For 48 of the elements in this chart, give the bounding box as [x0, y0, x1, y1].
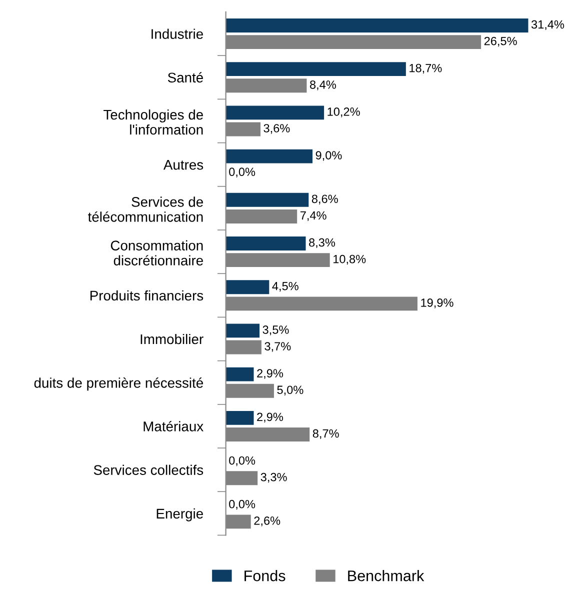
y-tick-label: Produits financiers [90, 290, 204, 301]
data-label: 3,5% [262, 326, 289, 336]
data-label: 8,7% [312, 429, 339, 440]
y-tick-label: Industrie [152, 28, 203, 39]
y-tick-label: Autres [163, 160, 204, 170]
bar [226, 62, 406, 76]
data-label: 4,5% [272, 282, 298, 292]
bar [226, 192, 309, 207]
bar [226, 106, 324, 120]
y-tick-label: Matériaux [144, 421, 204, 432]
bar [226, 324, 260, 338]
y-tick-label: Services de télécommunication [88, 196, 203, 222]
data-label: 0,0% [229, 456, 256, 466]
legend-label: Benchmark [348, 570, 424, 582]
bar [226, 149, 312, 164]
data-label: 7,4% [300, 211, 326, 222]
y-tick-label: Technologies de l'information [104, 109, 203, 135]
legend-label: Fonds [244, 570, 286, 582]
data-label: 2,9% [257, 369, 284, 379]
y-tick-label: duits de première nécessité [34, 377, 203, 391]
data-label: 0,0% [229, 168, 256, 178]
data-label: 3,7% [264, 342, 291, 352]
data-label: 3,3% [260, 472, 287, 483]
bar [226, 280, 270, 294]
data-label: 2,6% [254, 516, 280, 526]
data-label: 8,6% [312, 194, 338, 204]
bar [226, 367, 254, 382]
data-label: 31,4% [531, 20, 564, 30]
data-label: 10,8% [334, 254, 366, 265]
data-label: 8,3% [309, 238, 336, 248]
bar [226, 410, 254, 425]
data-label: 8,4% [310, 80, 336, 90]
y-tick-label: Consommation discrétionnaire [110, 240, 203, 266]
y-tick-label: Immobilier [140, 334, 204, 344]
bar [226, 236, 306, 250]
data-label: 19,9% [421, 298, 454, 308]
bar [226, 18, 528, 32]
data-label: 3,6% [264, 124, 290, 134]
data-label: 26,5% [484, 36, 517, 47]
data-label: 18,7% [410, 64, 442, 74]
y-tick-label: Energie [156, 508, 203, 522]
data-label: 9,0% [316, 151, 342, 161]
data-label: 5,0% [277, 386, 304, 396]
y-tick-label: Santé [168, 72, 203, 83]
data-label: 2,9% [257, 412, 284, 422]
data-label: 0,0% [229, 500, 256, 510]
data-label: 10,2% [328, 107, 360, 118]
y-tick-label: Services collectifs [94, 464, 204, 475]
